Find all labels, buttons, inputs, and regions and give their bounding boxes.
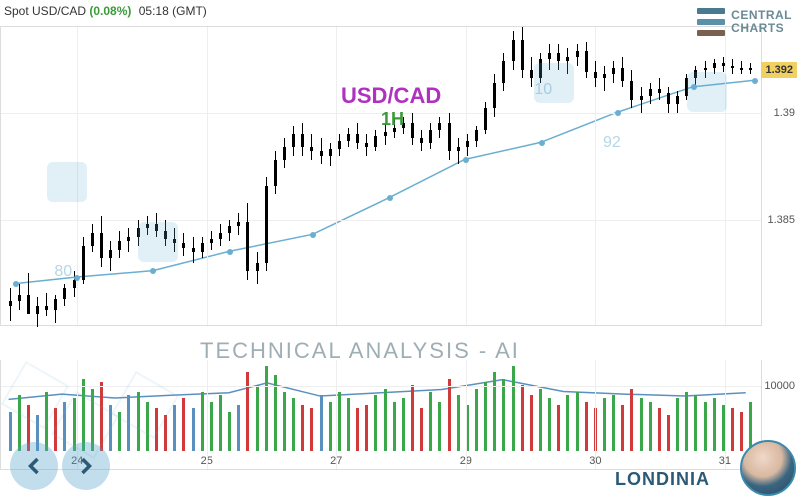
watermark-icon bbox=[534, 63, 574, 103]
watermark-icon bbox=[138, 222, 178, 262]
pct-change: (0.08%) bbox=[89, 4, 131, 18]
pair-label: USD/CAD bbox=[341, 83, 441, 109]
moving-average-line bbox=[1, 27, 761, 326]
nav-left-button[interactable] bbox=[10, 442, 58, 490]
watermark-icon bbox=[687, 72, 727, 112]
londinia-label: LONDINIA bbox=[615, 469, 710, 490]
avatar-icon[interactable] bbox=[740, 440, 796, 496]
y-tick-label: 1.385 bbox=[767, 214, 795, 226]
volume-y-label: 10000 bbox=[764, 380, 795, 392]
logo-text: CENTRALCHARTS bbox=[731, 9, 792, 35]
brand-logo: CENTRALCHARTS bbox=[697, 8, 792, 36]
arrow-right-icon bbox=[72, 452, 100, 480]
timeframe-label: 1H bbox=[381, 109, 404, 130]
price-chart[interactable]: USD/CAD 1H 1.391.3851.392809210 bbox=[0, 26, 762, 326]
logo-mark-icon bbox=[697, 8, 725, 36]
watermark-number: 80 bbox=[54, 263, 72, 281]
timestamp: 05:18 (GMT) bbox=[139, 4, 207, 18]
watermark-number: 92 bbox=[603, 134, 621, 152]
symbol-label: Spot USD/CAD bbox=[4, 4, 86, 18]
watermark-icon bbox=[47, 162, 87, 202]
chart-header: Spot USD/CAD (0.08%) 05:18 (GMT) bbox=[4, 4, 207, 18]
nav-right-button[interactable] bbox=[62, 442, 110, 490]
y-tick-label: 1.39 bbox=[774, 107, 795, 119]
tech-analysis-label: TECHNICAL ANALYSIS - AI bbox=[200, 338, 520, 364]
last-price-tag: 1.392 bbox=[761, 62, 797, 78]
arrow-left-icon bbox=[20, 452, 48, 480]
